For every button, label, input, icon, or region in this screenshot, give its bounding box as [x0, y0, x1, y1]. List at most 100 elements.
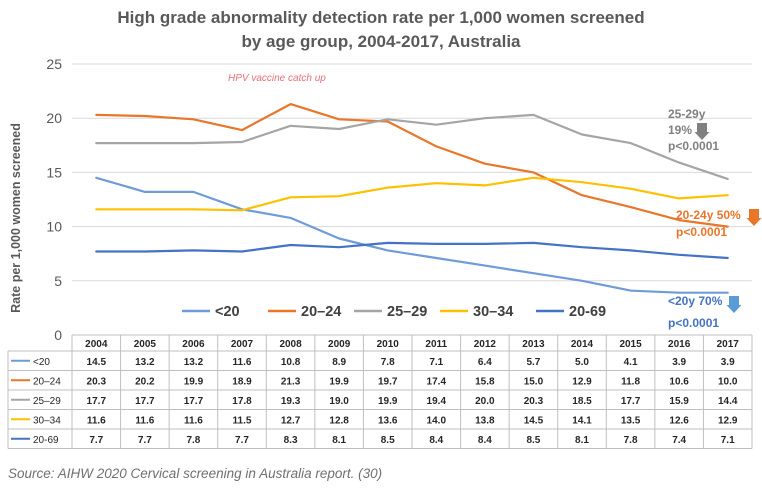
y-tick-labels: 0 5 10 15 20 25 — [46, 56, 62, 343]
legend-label: 30–34 — [473, 304, 513, 320]
table-cell: 11.5 — [233, 415, 252, 426]
table-cell: 11.6 — [233, 357, 252, 368]
series-line — [95, 113, 729, 180]
table-cell: 18.5 — [572, 396, 592, 407]
table-cell: 7.7 — [235, 435, 249, 446]
table-cell: 21.3 — [281, 376, 301, 387]
table-cell: 14.4 — [718, 396, 738, 407]
table-cell: 4.1 — [624, 357, 638, 368]
annotation-25-29-text: p<0.0001 — [668, 139, 719, 153]
table-row-label: 20-69 — [33, 435, 59, 446]
annotation-lt20-text: p<0.0001 — [668, 316, 719, 330]
table-cell: 7.8 — [186, 435, 200, 446]
table-cell: 10.6 — [669, 376, 689, 387]
table-cell: 17.4 — [427, 376, 447, 387]
annotations: HPV vaccine catch up 25-29y 19% p<0.0001 20-… — [228, 73, 762, 330]
table-cell: 8.5 — [381, 435, 395, 446]
table-cell: 14.0 — [427, 415, 447, 426]
table-header-cell: 2016 — [668, 339, 691, 350]
table-cell: 14.5 — [524, 415, 544, 426]
series-line — [95, 176, 729, 294]
table-cell: 12.6 — [669, 415, 689, 426]
y-tick-label: 5 — [54, 273, 62, 289]
table-cell: 11.8 — [621, 376, 640, 387]
table-cell: 3.9 — [672, 357, 686, 368]
annotation-25-29-text: 19% — [668, 123, 692, 137]
table-row-label: 30–34 — [33, 415, 61, 426]
table-cell: 12.8 — [329, 415, 349, 426]
table-header-cell: 2012 — [474, 339, 497, 350]
data-table: 2004 2005 2006 2007 2008 2009 2010 2011 2012 2013… — [11, 339, 739, 446]
table-cell: 15.0 — [524, 376, 544, 387]
table-cell: 8.4 — [478, 435, 492, 446]
table-cell: 20.3 — [524, 396, 544, 407]
table-cell: 8.3 — [284, 435, 298, 446]
table-cell: 5.0 — [575, 357, 589, 368]
chart-title-line-2: by age group, 2004-2017, Australia — [241, 32, 521, 51]
table-header-cell: 2010 — [377, 339, 400, 350]
table-cell: 8.5 — [526, 435, 540, 446]
table-cell: 19.4 — [427, 396, 447, 407]
table-cell: 3.9 — [721, 357, 735, 368]
table-cell: 10.0 — [718, 376, 738, 387]
series-lines — [95, 102, 729, 294]
table-cell: 8.1 — [332, 435, 346, 446]
legend-label: 20–24 — [301, 304, 341, 320]
table-cell: 12.9 — [572, 376, 592, 387]
table-cell: 20.0 — [475, 396, 495, 407]
legend-label: 25–29 — [387, 304, 427, 320]
table-cell: 7.4 — [672, 435, 686, 446]
table-header-cell: 2006 — [182, 339, 205, 350]
table-cell: 17.8 — [232, 396, 252, 407]
table-cell: 17.7 — [621, 396, 641, 407]
annotation-20-24-text: p<0.0001 — [676, 225, 727, 239]
down-arrow-icon — [746, 209, 762, 226]
down-arrow-icon — [694, 123, 710, 140]
data-table-grid — [7, 334, 753, 449]
table-cell: 18.9 — [232, 376, 252, 387]
legend: <20 20–24 25–29 30–34 20-69 — [182, 304, 606, 320]
table-cell: 7.8 — [624, 435, 638, 446]
table-cell: 19.9 — [184, 376, 204, 387]
y-tick-label: 10 — [46, 219, 62, 235]
table-cell: 17.7 — [135, 396, 155, 407]
table-cell: 12.9 — [718, 415, 738, 426]
table-cell: 11.6 — [135, 415, 154, 426]
table-header-cell: 2013 — [522, 339, 545, 350]
table-cell: 7.7 — [138, 435, 152, 446]
chart-title-line-1: High grade abnormality detection rate pe… — [117, 8, 644, 27]
table-row-label: <20 — [33, 357, 50, 368]
table-cell: 13.2 — [135, 357, 155, 368]
table-cell: 13.2 — [184, 357, 204, 368]
table-cell: 5.7 — [526, 357, 540, 368]
y-tick-label: 0 — [54, 327, 62, 343]
table-cell: 13.6 — [378, 415, 398, 426]
table-cell: 15.9 — [669, 396, 689, 407]
table-cell: 19.9 — [329, 376, 349, 387]
table-cell: 13.8 — [475, 415, 495, 426]
table-header-cell: 2015 — [619, 339, 642, 350]
table-cell: 8.4 — [429, 435, 443, 446]
down-arrow-icon — [726, 296, 742, 313]
table-cell: 13.5 — [621, 415, 641, 426]
table-cell: 14.5 — [87, 357, 107, 368]
table-header-cell: 2004 — [85, 339, 108, 350]
table-cell: 14.1 — [572, 415, 592, 426]
table-cell: 19.3 — [281, 396, 301, 407]
table-cell: 7.1 — [429, 357, 443, 368]
series-line — [95, 241, 729, 260]
table-cell: 10.8 — [281, 357, 301, 368]
table-cell: 19.9 — [378, 396, 398, 407]
table-cell: 19.7 — [378, 376, 398, 387]
table-cell: 20.3 — [87, 376, 107, 387]
table-header-cell: 2014 — [571, 339, 594, 350]
table-cell: 11.6 — [184, 415, 203, 426]
table-cell: 20.2 — [135, 376, 155, 387]
y-axis-label: Rate per 1,000 women screened — [9, 123, 23, 313]
table-header-cell: 2005 — [134, 339, 157, 350]
series-line — [95, 176, 729, 212]
table-cell: 19.0 — [329, 396, 349, 407]
table-header-cell: 2017 — [717, 339, 740, 350]
table-cell: 7.8 — [381, 357, 395, 368]
